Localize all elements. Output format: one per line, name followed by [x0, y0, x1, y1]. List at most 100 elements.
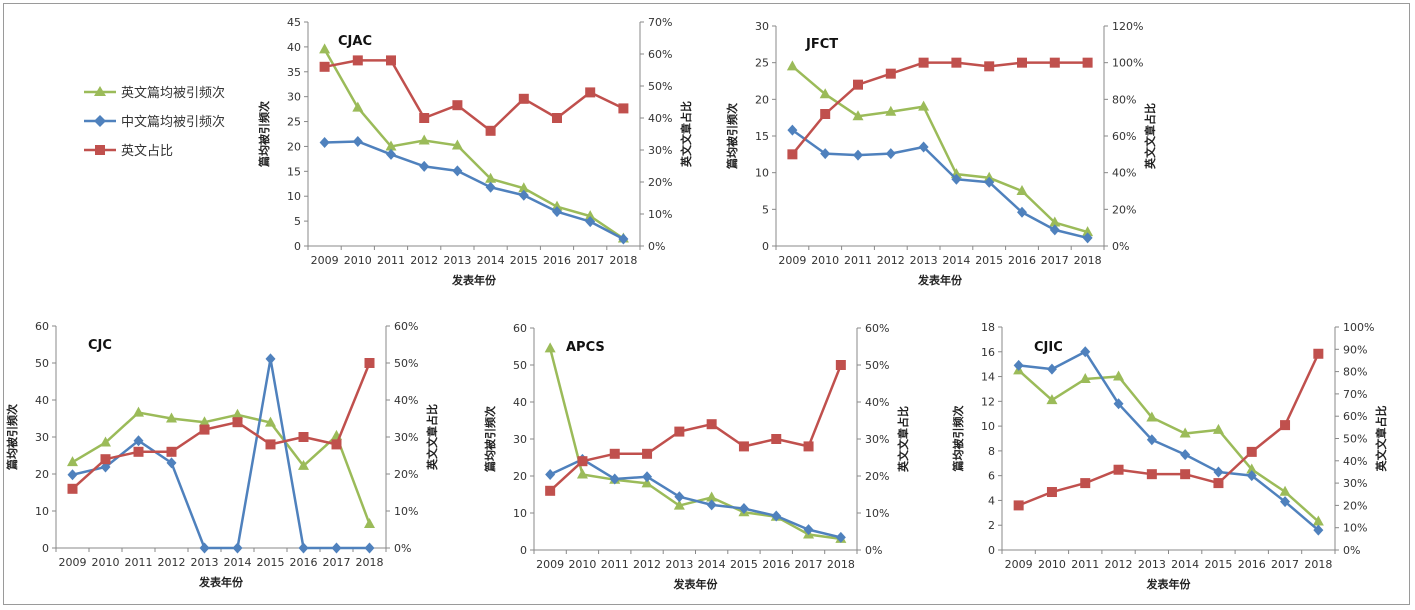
x-tick-label: 2014: [698, 558, 726, 571]
data-point-triangle: [232, 408, 243, 419]
y2-axis-label: 英文文章占比: [679, 101, 693, 168]
y2-tick-label: 30%: [865, 433, 889, 446]
x-tick-label: 2012: [633, 558, 661, 571]
x-tick-label: 2010: [811, 254, 839, 267]
data-point-triangle: [451, 139, 463, 150]
data-point-square: [319, 61, 330, 72]
legend-label-english-share: 英文占比: [121, 144, 173, 159]
y2-tick-label: 100%: [1112, 57, 1143, 70]
y2-tick-label: 50%: [648, 80, 672, 93]
data-point-square: [298, 432, 309, 442]
data-point-diamond: [787, 124, 798, 136]
y-tick-label: 10: [287, 190, 301, 203]
series-line: [323, 48, 625, 240]
y2-tick-label: 0%: [394, 542, 411, 555]
y2-tick-label: 10%: [865, 507, 889, 520]
data-point-square: [738, 441, 749, 452]
data-point-square: [618, 103, 629, 114]
data-point-square: [331, 439, 342, 450]
y-tick-label: 10: [513, 507, 527, 520]
data-point-triangle: [352, 101, 364, 112]
series-diamond: [319, 135, 629, 245]
series-square: [787, 57, 1093, 160]
y-tick-label: 20: [755, 93, 769, 106]
x-tick-label: 2017: [1271, 558, 1299, 571]
data-point-square: [853, 79, 863, 90]
y-tick-label: 0: [294, 240, 301, 253]
x-tick-label: 2016: [1008, 254, 1036, 267]
y-tick-label: 4: [988, 494, 995, 507]
x-tick-label: 2014: [477, 254, 505, 267]
y-tick-label: 20: [35, 468, 49, 481]
data-point-square: [885, 68, 896, 79]
data-point-square: [609, 448, 620, 459]
data-point-diamond: [552, 206, 562, 218]
series-triangle: [1013, 364, 1324, 526]
data-point-triangle: [265, 416, 276, 427]
y2-tick-label: 10%: [1343, 522, 1367, 535]
y-tick-label: 30: [35, 431, 49, 444]
x-axis-label: 发表年份: [1146, 577, 1192, 591]
data-point-square: [1046, 487, 1057, 498]
data-point-square: [419, 113, 430, 123]
y2-tick-label: 40%: [394, 394, 418, 407]
y-tick-label: 16: [981, 346, 995, 359]
data-point-triangle: [706, 491, 718, 502]
x-tick-label: 2018: [1074, 254, 1102, 267]
data-point-square: [1180, 469, 1191, 480]
y-tick-label: 30: [755, 20, 769, 33]
y-tick-label: 25: [287, 116, 301, 129]
data-point-diamond: [485, 181, 496, 193]
data-point-triangle: [1212, 423, 1224, 434]
y2-axis-label: 英文文章占比: [896, 406, 910, 473]
x-tick-label: 2012: [410, 254, 438, 267]
y2-tick-label: 60%: [394, 320, 418, 333]
chart-title: CJAC: [338, 34, 372, 49]
data-point-diamond: [820, 148, 831, 160]
x-tick-label: 2011: [125, 556, 153, 569]
data-point-square: [674, 426, 685, 437]
series-triangle: [544, 342, 847, 543]
y-axis-label: 篇均被引频次: [483, 406, 497, 473]
y2-tick-label: 40%: [865, 396, 889, 409]
y2-tick-label: 90%: [1343, 343, 1367, 356]
x-tick-label: 2015: [257, 556, 285, 569]
data-point-square: [984, 61, 995, 72]
legend-marker-diamond: [94, 115, 106, 127]
data-point-diamond: [1113, 398, 1124, 410]
y2-tick-label: 20%: [394, 468, 418, 481]
y2-tick-label: 0%: [865, 544, 882, 557]
data-point-diamond: [386, 148, 396, 160]
data-point-square: [1013, 500, 1024, 511]
x-tick-label: 2016: [762, 558, 790, 571]
y2-tick-label: 30%: [648, 144, 672, 157]
y-tick-label: 0: [988, 544, 995, 557]
series-diamond: [787, 124, 1093, 244]
y-tick-label: 20: [513, 470, 527, 483]
data-point-square: [100, 454, 111, 465]
x-tick-label: 2018: [609, 254, 637, 267]
data-point-square: [364, 358, 375, 368]
data-point-diamond: [364, 542, 375, 554]
x-tick-label: 2009: [59, 556, 87, 569]
y-tick-label: 50: [35, 357, 49, 370]
y-tick-label: 8: [988, 445, 995, 458]
x-axis-label: 发表年份: [451, 273, 497, 287]
x-tick-label: 2013: [443, 254, 471, 267]
data-point-square: [352, 55, 363, 66]
y-tick-label: 10: [755, 167, 769, 180]
y2-tick-label: 20%: [648, 176, 672, 189]
x-tick-label: 2014: [1171, 558, 1199, 571]
y2-tick-label: 20%: [1343, 499, 1367, 512]
x-tick-label: 2009: [778, 254, 806, 267]
x-tick-label: 2009: [1005, 558, 1033, 571]
y2-tick-label: 50%: [1343, 433, 1367, 446]
x-tick-label: 2015: [975, 254, 1003, 267]
y-tick-label: 5: [294, 215, 301, 228]
data-point-triangle: [1179, 427, 1191, 438]
x-tick-label: 2010: [344, 254, 372, 267]
data-point-square: [452, 100, 463, 111]
data-point-diamond: [609, 473, 620, 485]
y-axis-label: 篇均被引频次: [257, 101, 271, 168]
